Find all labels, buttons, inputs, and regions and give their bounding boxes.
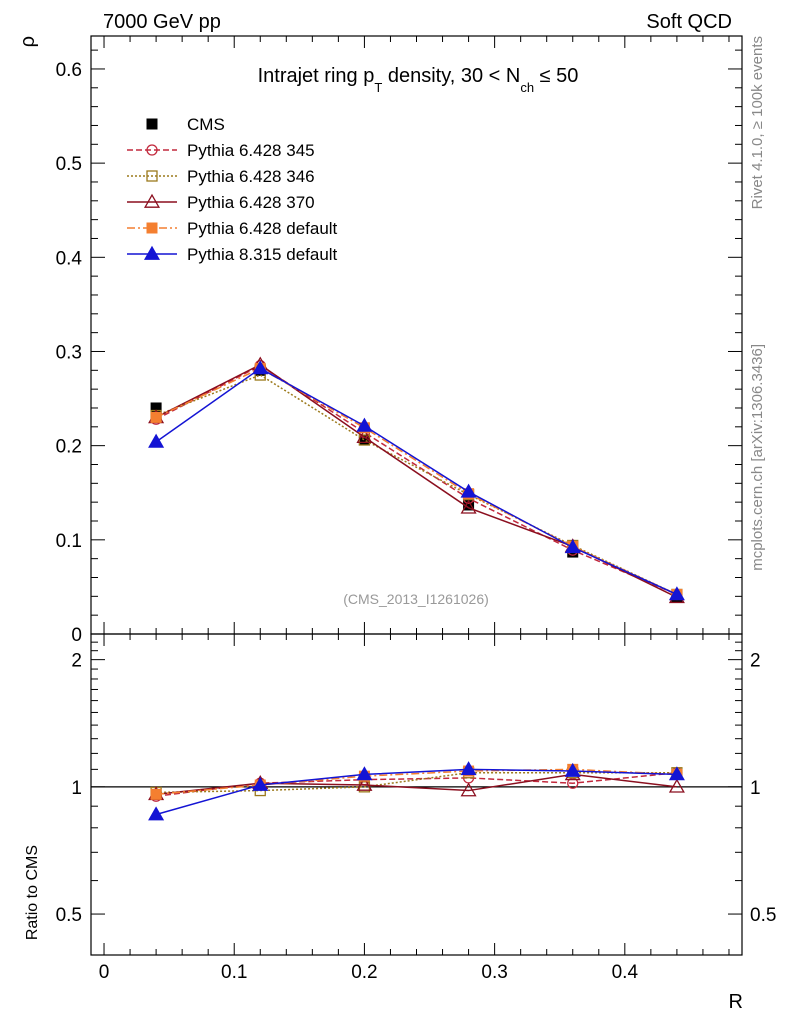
legend-pythia-6-428-default-marker [146, 222, 158, 234]
y-tick-label: 0.4 [56, 248, 83, 269]
y-tick-label: 0.1 [56, 531, 82, 552]
x-tick-label: 0.2 [351, 962, 377, 983]
x-axis-label: R [729, 991, 743, 1013]
analysis-id: (CMS_2013_I1261026) [343, 591, 489, 607]
ratio-axis-label: Ratio to CMS [24, 845, 41, 940]
ratio-tick-label: 1 [71, 778, 82, 799]
x-tick-label: 0 [99, 962, 110, 983]
ratio-tick-label: 0.5 [56, 905, 82, 926]
legend-pythia-6-428-345-marker [146, 144, 158, 156]
legend-pythia-6-428-370-label: Pythia 6.428 370 [187, 193, 315, 212]
series-pythia-8-315-default-line [155, 367, 678, 596]
series-pythia-6-428-default-ratio-line [156, 768, 677, 796]
series-pythia-6-428-370-line [155, 363, 678, 598]
main-panel: 0 0.1 0.2 0.3 0.4 0.5 0.6 [56, 35, 743, 646]
legend-pythia-8-315-default-label: Pythia 8.315 default [187, 245, 338, 264]
legend-pythia-6-428-346-label: Pythia 6.428 346 [187, 167, 315, 186]
series-pythia-6-428-370-ratio-line [156, 773, 677, 796]
series-pythia-8-315-default-point [564, 539, 581, 554]
y-tick-label: 0.3 [56, 342, 82, 363]
series-pythia-8-315-default-point [460, 483, 477, 498]
legend-pythia-6-428-345-label: Pythia 6.428 345 [187, 141, 315, 160]
series-pythia-6-428-default-point [150, 411, 162, 423]
x-tick-label: 0.3 [481, 962, 507, 983]
x-tick-label: 0.1 [221, 962, 247, 983]
series-pythia-6-428-370-point [460, 499, 477, 514]
header-left: 7000 GeV pp [103, 11, 221, 33]
ratio-tick-label-right: 1 [750, 778, 761, 799]
legend-cms-label: CMS [187, 115, 225, 134]
series-pythia-8-315-default-point [668, 586, 685, 601]
series-pythia-8-315-default-ratio-point [564, 762, 581, 777]
y-axis-label: ρ [17, 36, 39, 47]
series-pythia-8-315-default-ratio-point [252, 776, 269, 791]
series-pythia-6-428-370-point [356, 428, 373, 444]
series-pythia-8-315-default-ratio-point [460, 761, 477, 776]
series-pythia-8-315-default-point [356, 417, 373, 432]
series-pythia-6-428-default-ratio-point [150, 788, 162, 800]
ratio-frame [90, 633, 743, 956]
legend-pythia-6-428-370-marker [143, 193, 161, 208]
y-tick-label: 0.5 [56, 154, 82, 175]
header-right: Soft QCD [646, 11, 732, 33]
legend-pythia-6-428-346-marker [146, 170, 158, 182]
series-pythia-6-428-370-ratio-point [356, 776, 373, 791]
series-pythia-6-428-346-line [155, 374, 678, 596]
ratio-tick-label: 2 [71, 651, 82, 672]
series-pythia-6-428-345-ratio-line [156, 771, 677, 798]
series-pythia-6-428-345-line [155, 364, 678, 596]
ratio-tick-label-right: 2 [750, 651, 761, 672]
y-tick-label: 0.6 [56, 60, 82, 81]
y-tick-label: 0 [71, 625, 82, 646]
rivet-label: Rivet 4.1.0, ≥ 100k events [749, 36, 766, 209]
legend: CMS Pythia 6.428 345 Pythia 6.428 346 Pythi… [127, 115, 338, 264]
series-pythia-8-315-default-ratio-point [668, 766, 685, 781]
x-tick-label: 0.4 [612, 962, 639, 983]
series-pythia-8-315-default-ratio-point [148, 806, 165, 821]
mcplots-label: mcplots.cern.ch [arXiv:1306.3436] [749, 344, 766, 571]
series-pythia-6-428-370-ratio-point [668, 778, 685, 793]
series-pythia-8-315-default-ratio-line [155, 768, 677, 816]
chart-title: Intrajet ring pT density, 30 < Nch ≤ 50 [258, 65, 579, 95]
ratio-tick-label-right: 0.5 [750, 905, 776, 926]
legend-pythia-8-315-default-marker [143, 245, 161, 260]
series-pythia-6-428-370-ratio-point [460, 782, 477, 797]
series-pythia-6-428-346-ratio-line [156, 771, 677, 794]
series-pythia-8-315-default-point [252, 360, 269, 375]
legend-pythia-6-428-default-label: Pythia 6.428 default [187, 219, 338, 238]
series-pythia-8-315-default-point [148, 433, 165, 448]
ratio-panel: 0 0.1 0.2 0.3 0.4 0.5 0.5 1 1 2 2 [56, 36, 776, 983]
y-tick-label: 0.2 [56, 437, 82, 458]
series-pythia-8-315-default-ratio-point [356, 766, 373, 781]
legend-cms-marker [146, 118, 158, 130]
